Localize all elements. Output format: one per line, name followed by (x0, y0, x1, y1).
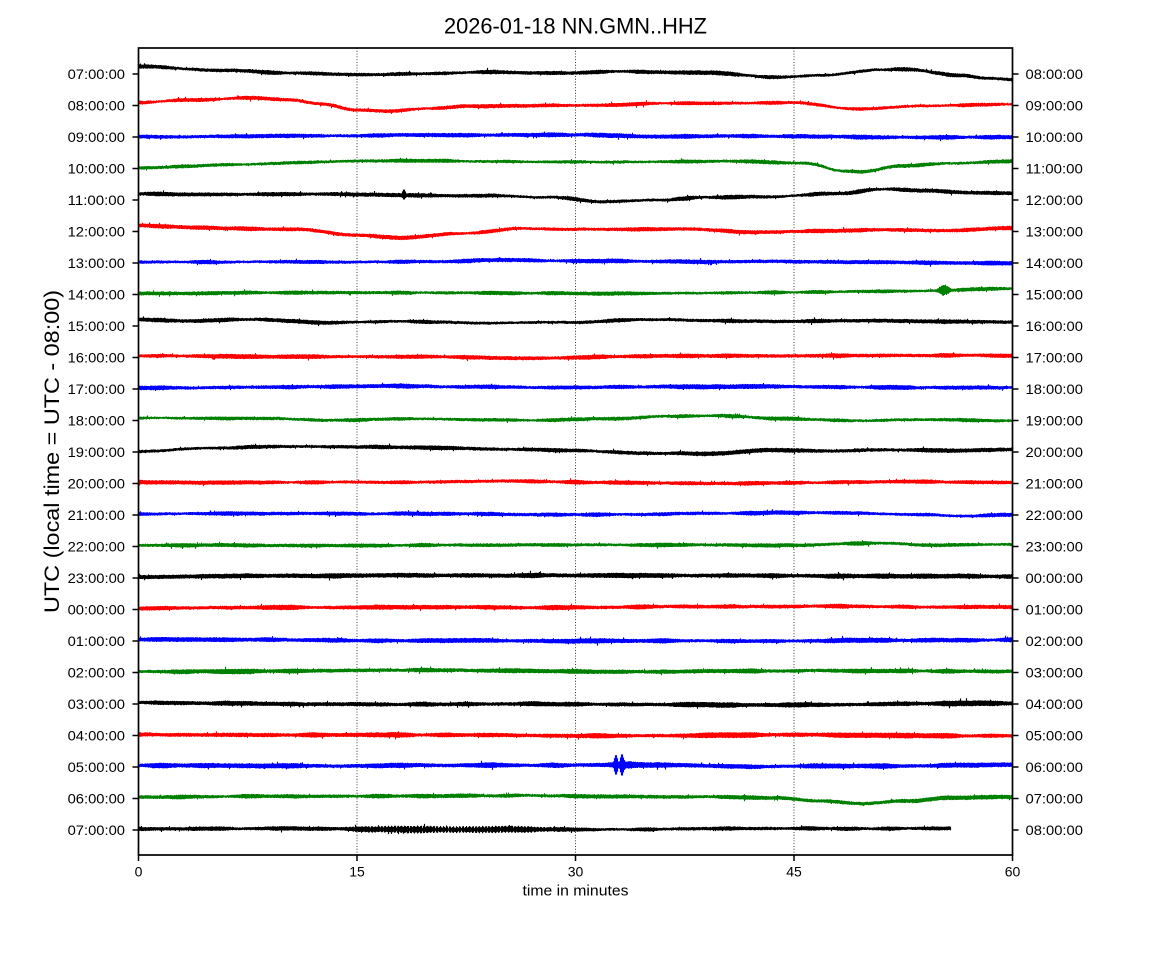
svg-text:11:00:00: 11:00:00 (1026, 161, 1084, 177)
svg-text:10:00:00: 10:00:00 (68, 161, 126, 177)
svg-text:14:00:00: 14:00:00 (1026, 255, 1084, 271)
svg-text:13:00:00: 13:00:00 (68, 255, 126, 271)
svg-text:21:00:00: 21:00:00 (68, 507, 126, 523)
svg-text:17:00:00: 17:00:00 (68, 381, 126, 397)
svg-text:23:00:00: 23:00:00 (1026, 539, 1084, 555)
svg-text:60: 60 (1005, 864, 1021, 880)
svg-text:03:00:00: 03:00:00 (68, 696, 126, 712)
svg-text:0: 0 (135, 864, 143, 880)
svg-text:UTC (local time = UTC - 08:00): UTC (local time = UTC - 08:00) (41, 290, 64, 613)
svg-text:15:00:00: 15:00:00 (68, 318, 126, 334)
svg-text:30: 30 (568, 864, 584, 880)
svg-text:2026-01-18 NN.GMN..HHZ: 2026-01-18 NN.GMN..HHZ (444, 14, 707, 39)
svg-text:08:00:00: 08:00:00 (1026, 66, 1084, 82)
svg-text:12:00:00: 12:00:00 (68, 224, 126, 240)
svg-text:14:00:00: 14:00:00 (68, 287, 126, 303)
svg-text:15:00:00: 15:00:00 (1026, 287, 1084, 303)
svg-text:06:00:00: 06:00:00 (1026, 759, 1084, 775)
svg-text:16:00:00: 16:00:00 (1026, 318, 1084, 334)
svg-text:01:00:00: 01:00:00 (68, 633, 126, 649)
svg-text:18:00:00: 18:00:00 (1026, 381, 1084, 397)
svg-text:12:00:00: 12:00:00 (1026, 192, 1084, 208)
svg-text:00:00:00: 00:00:00 (1026, 570, 1084, 586)
svg-text:45: 45 (786, 864, 802, 880)
svg-text:19:00:00: 19:00:00 (1026, 413, 1084, 429)
svg-text:05:00:00: 05:00:00 (1026, 728, 1084, 744)
svg-text:20:00:00: 20:00:00 (1026, 444, 1084, 460)
svg-text:04:00:00: 04:00:00 (68, 728, 126, 744)
svg-text:18:00:00: 18:00:00 (68, 413, 126, 429)
svg-text:19:00:00: 19:00:00 (68, 444, 126, 460)
svg-text:13:00:00: 13:00:00 (1026, 224, 1084, 240)
svg-text:15: 15 (349, 864, 365, 880)
svg-text:02:00:00: 02:00:00 (1026, 633, 1084, 649)
svg-text:16:00:00: 16:00:00 (68, 350, 126, 366)
svg-text:07:00:00: 07:00:00 (68, 66, 126, 82)
svg-text:22:00:00: 22:00:00 (1026, 507, 1084, 523)
svg-text:22:00:00: 22:00:00 (68, 539, 126, 555)
svg-text:03:00:00: 03:00:00 (1026, 665, 1084, 681)
svg-text:time in minutes: time in minutes (523, 883, 629, 900)
svg-text:01:00:00: 01:00:00 (1026, 602, 1084, 618)
svg-text:08:00:00: 08:00:00 (68, 98, 126, 114)
svg-text:02:00:00: 02:00:00 (68, 665, 126, 681)
svg-text:00:00:00: 00:00:00 (68, 602, 126, 618)
svg-text:04:00:00: 04:00:00 (1026, 696, 1084, 712)
svg-text:21:00:00: 21:00:00 (1026, 476, 1084, 492)
svg-text:10:00:00: 10:00:00 (1026, 129, 1084, 145)
svg-text:11:00:00: 11:00:00 (68, 192, 126, 208)
svg-text:07:00:00: 07:00:00 (68, 822, 126, 838)
svg-text:20:00:00: 20:00:00 (68, 476, 126, 492)
svg-text:09:00:00: 09:00:00 (1026, 98, 1084, 114)
svg-text:07:00:00: 07:00:00 (1026, 791, 1084, 807)
svg-text:17:00:00: 17:00:00 (1026, 350, 1084, 366)
svg-text:05:00:00: 05:00:00 (68, 759, 126, 775)
svg-text:08:00:00: 08:00:00 (1026, 822, 1084, 838)
svg-text:23:00:00: 23:00:00 (68, 570, 126, 586)
svg-text:09:00:00: 09:00:00 (68, 129, 126, 145)
svg-text:06:00:00: 06:00:00 (68, 791, 126, 807)
